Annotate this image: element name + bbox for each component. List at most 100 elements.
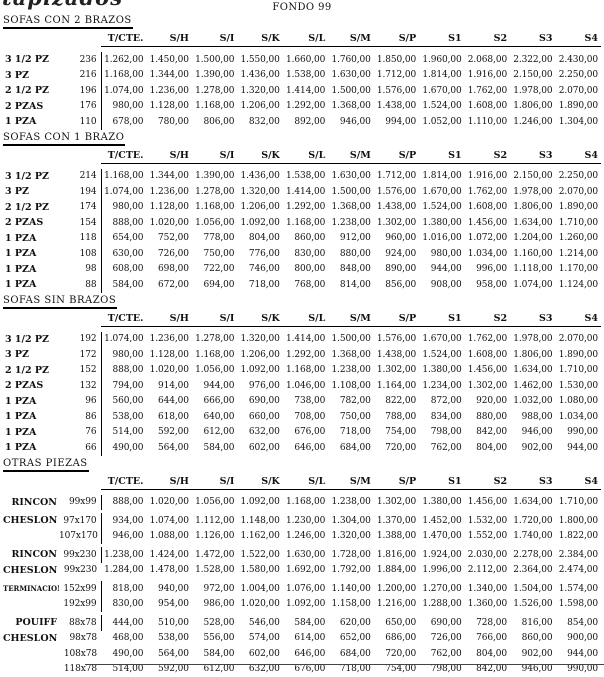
price-cell: 1.344,00: [146, 68, 191, 84]
price-cell: 618,00: [146, 409, 191, 425]
price-cell: 980,00: [101, 99, 146, 115]
piece-label: 1 PZA: [3, 277, 59, 293]
price-cell: 980,00: [419, 246, 464, 262]
price-cell: 1.380,00: [419, 215, 464, 231]
column-header: S/H: [146, 147, 191, 164]
price-cell: 1.916,00: [465, 169, 510, 185]
price-cell: 1.576,00: [374, 83, 419, 99]
price-cell: 780,00: [146, 114, 191, 130]
column-header: S/I: [192, 310, 237, 327]
piece-code: 176: [59, 99, 101, 115]
price-cell: 1.500,00: [328, 184, 373, 200]
column-header: T/CTE.: [101, 473, 146, 490]
piece-label: CHESLON: [3, 513, 59, 529]
price-cell: 1.302,00: [374, 215, 419, 231]
column-header: S/H: [146, 30, 191, 47]
header-spacer: [3, 147, 59, 164]
price-cell: 1.168,00: [192, 347, 237, 363]
price-cell: 934,00: [101, 513, 146, 529]
price-cell: 1.278,00: [192, 184, 237, 200]
price-cell: 1.056,00: [192, 363, 237, 379]
header-spacer: [59, 473, 101, 490]
price-cell: 1.500,00: [328, 332, 373, 348]
price-cell: 2.150,00: [510, 169, 555, 185]
price-cell: 1.292,00: [283, 200, 328, 216]
header-spacer: [3, 473, 59, 490]
column-header: S/L: [283, 30, 328, 47]
price-cell: 1.262,00: [101, 52, 146, 68]
price-cell: 1.234,00: [419, 378, 464, 394]
column-header: S/P: [374, 310, 419, 327]
price-cell: 1.670,00: [419, 332, 464, 348]
piece-label: 3 1/2 PZ: [3, 52, 59, 68]
price-cell: 510,00: [146, 615, 191, 631]
section-title: SOFAS SIN BRAZOS: [3, 295, 117, 308]
price-cell: 2.430,00: [556, 52, 601, 68]
price-cell: 1.438,00: [374, 200, 419, 216]
column-header: S/P: [374, 147, 419, 164]
price-cell: 766,00: [465, 631, 510, 647]
column-header: S/M: [328, 473, 373, 490]
price-cell: 1.320,00: [237, 184, 282, 200]
price-cell: 1.320,00: [237, 83, 282, 99]
price-cell: 1.472,00: [192, 547, 237, 563]
price-cell: 666,00: [192, 394, 237, 410]
piece-code: 236: [59, 52, 101, 68]
price-cell: 608,00: [101, 262, 146, 278]
price-cell: 1.822,00: [556, 529, 601, 545]
price-cell: 1.524,00: [419, 200, 464, 216]
price-cell: 848,00: [328, 262, 373, 278]
column-header: S1: [419, 310, 464, 327]
price-cell: 738,00: [283, 394, 328, 410]
piece-size: 99x230: [59, 563, 101, 579]
price-cell: 960,00: [374, 231, 419, 247]
price-cell: 1.924,00: [419, 547, 464, 563]
price-cell: 1.074,00: [510, 277, 555, 293]
column-header: S2: [465, 310, 510, 327]
price-cell: 1.380,00: [419, 495, 464, 511]
price-cell: 1.522,00: [237, 547, 282, 563]
column-header: S3: [510, 30, 555, 47]
piece-size: 108x78: [59, 646, 101, 662]
price-cell: 1.608,00: [465, 99, 510, 115]
price-cell: 1.034,00: [556, 409, 601, 425]
price-cell: 1.710,00: [556, 363, 601, 379]
price-cell: 560,00: [101, 394, 146, 410]
price-cell: 1.236,00: [146, 184, 191, 200]
price-cell: 1.112,00: [192, 513, 237, 529]
column-header: S/K: [237, 310, 282, 327]
price-cell: 854,00: [556, 615, 601, 631]
piece-size: 98x78: [59, 631, 101, 647]
column-header: S/L: [283, 147, 328, 164]
price-cell: 1.762,00: [465, 83, 510, 99]
price-cell: 660,00: [237, 409, 282, 425]
price-cell: 584,00: [192, 440, 237, 456]
price-cell: 1.320,00: [328, 529, 373, 545]
price-cell: 1.388,00: [374, 529, 419, 545]
price-cell: 2.030,00: [465, 547, 510, 563]
price-cell: 672,00: [146, 277, 191, 293]
price-cell: 1.630,00: [328, 169, 373, 185]
price-cell: 1.450,00: [146, 52, 191, 68]
price-cell: 1.236,00: [146, 332, 191, 348]
price-cell: 1.292,00: [283, 99, 328, 115]
price-cell: 890,00: [374, 262, 419, 278]
price-cell: 1.206,00: [237, 200, 282, 216]
price-cell: 1.456,00: [465, 215, 510, 231]
price-cell: 990,00: [556, 425, 601, 441]
price-cell: 1.978,00: [510, 184, 555, 200]
price-cell: 1.884,00: [374, 563, 419, 579]
price-cell: 1.368,00: [328, 99, 373, 115]
price-cell: 1.092,00: [283, 597, 328, 613]
price-cell: 1.238,00: [101, 547, 146, 563]
